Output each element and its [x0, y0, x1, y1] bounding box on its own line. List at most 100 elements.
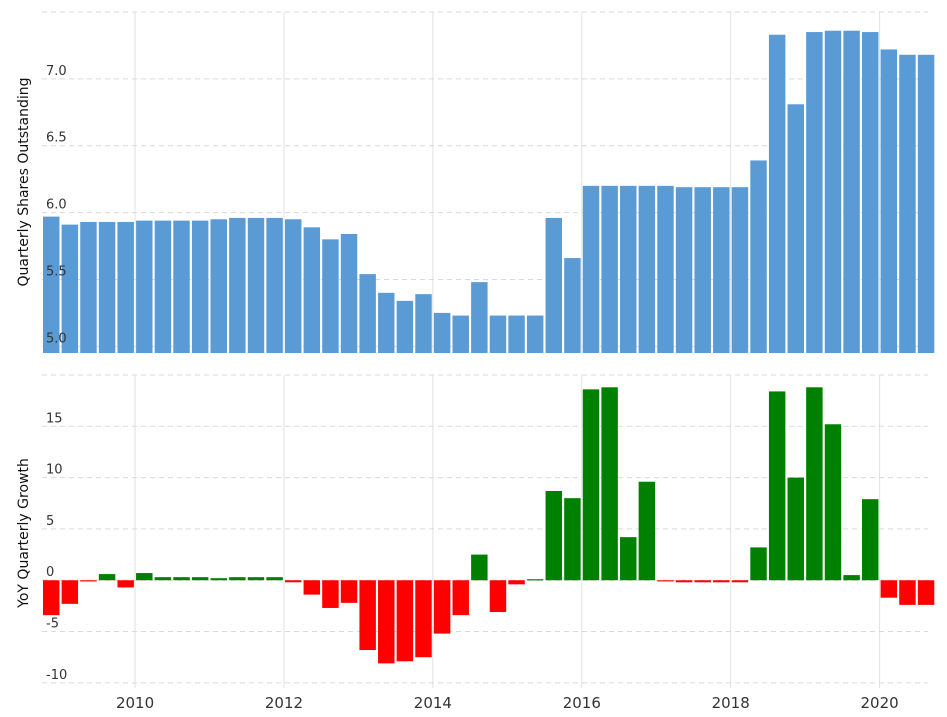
growth-bar: [415, 580, 432, 658]
shares-bar: [284, 219, 302, 353]
growth-bar: [750, 547, 767, 581]
growth-bar: [80, 580, 97, 582]
shares-bar: [173, 220, 190, 353]
top-y-axis-label: Quarterly Shares Outstanding: [16, 77, 32, 286]
bottom-y-tick-label: -10: [46, 668, 67, 683]
shares-bar: [750, 160, 767, 353]
growth-bar: [620, 537, 637, 581]
growth-bar: [396, 580, 414, 662]
growth-bar: [136, 573, 153, 581]
shares-bar: [582, 185, 600, 353]
shares-bar: [322, 239, 339, 353]
shares-bar: [731, 187, 749, 353]
growth-bar: [284, 580, 302, 583]
top-y-tick-label: 5.0: [46, 331, 67, 346]
shares-bar: [210, 219, 227, 353]
growth-bar: [824, 424, 842, 581]
shares-bar: [861, 32, 879, 353]
growth-bar: [768, 391, 786, 581]
shares-bar: [657, 185, 674, 353]
growth-bar: [229, 577, 246, 581]
shares-bar: [675, 187, 693, 353]
bottom-y-tick-label: 15: [46, 411, 63, 426]
shares-bar: [806, 32, 823, 353]
shares-bar: [303, 227, 321, 353]
growth-bar: [861, 499, 879, 581]
shares-bar: [415, 294, 432, 353]
x-tick-label: 2014: [414, 694, 452, 712]
shares-bar: [98, 221, 116, 353]
shares-bar: [136, 220, 153, 353]
bottom-y-ticks: -10 -5 0 5 10 15: [46, 411, 67, 683]
shares-bar: [899, 54, 916, 354]
shares-bar: [359, 274, 376, 353]
growth-bar: [340, 580, 358, 603]
shares-bar: [191, 220, 209, 353]
x-axis-ticks: 2010 2012 2014 2016 2018 2020: [116, 694, 899, 712]
growth-bar: [545, 490, 563, 581]
growth-bar: [359, 580, 376, 651]
shares-bar: [471, 282, 488, 353]
shares-bar: [266, 217, 283, 353]
shares-bar: [620, 185, 637, 353]
shares-bar: [154, 220, 172, 353]
growth-bar: [601, 387, 618, 581]
growth-bar: [899, 580, 916, 605]
growth-bar: [657, 580, 674, 582]
growth-bar: [880, 580, 898, 598]
x-tick-label: 2016: [563, 694, 601, 712]
growth-bar: [694, 580, 711, 583]
shares-bar: [768, 34, 786, 353]
x-tick-label: 2020: [861, 694, 899, 712]
bottom-y-tick-label: 5: [46, 514, 54, 529]
growth-bar: [43, 580, 60, 616]
growth-bar: [638, 481, 656, 581]
shares-bar: [508, 315, 525, 353]
top-y-tick-label: 7.0: [46, 64, 67, 79]
bottom-y-axis-label: YoY Quarterly Growth: [16, 458, 32, 609]
top-y-tick-label: 6.5: [46, 131, 67, 146]
growth-bar: [526, 579, 544, 581]
growth-bar: [452, 580, 469, 616]
bottom-y-tick-label: -5: [46, 617, 59, 632]
shares-bar: [638, 185, 656, 353]
top-y-tick-label: 5.5: [46, 264, 67, 279]
shares-bar: [117, 221, 134, 353]
growth-bar: [154, 577, 172, 581]
growth-bar: [173, 577, 190, 581]
growth-bar: [731, 580, 749, 583]
growth-bar: [266, 577, 283, 581]
shares-bar: [43, 216, 60, 353]
shares-bar: [340, 233, 358, 353]
x-tick-label: 2018: [712, 694, 750, 712]
growth-bar: [117, 580, 134, 588]
shares-bar: [378, 292, 395, 353]
shares-bar: [61, 224, 79, 353]
shares-outstanding-bars: [43, 30, 935, 354]
growth-bar: [210, 578, 227, 581]
shares-bar: [545, 217, 563, 353]
bottom-y-tick-label: 0: [46, 565, 54, 580]
bottom-y-tick-label: 10: [46, 463, 63, 478]
growth-bar: [582, 389, 600, 581]
growth-bar: [303, 580, 321, 595]
shares-bar: [489, 315, 507, 353]
growth-bar: [917, 580, 935, 605]
shares-bar: [787, 104, 804, 353]
growth-bar: [98, 574, 116, 581]
growth-bar: [508, 580, 525, 585]
growth-bar: [713, 580, 730, 583]
shares-bar: [564, 258, 581, 353]
shares-bar: [229, 217, 246, 353]
growth-bar: [564, 498, 581, 581]
growth-bar: [191, 577, 209, 581]
shares-bar: [713, 187, 730, 353]
growth-bar: [675, 580, 693, 583]
shares-bar: [433, 312, 451, 353]
shares-bar: [843, 30, 860, 354]
growth-bar: [489, 580, 507, 613]
growth-bar: [471, 554, 488, 581]
top-y-ticks: 5.0 5.5 6.0 6.5 7.0: [46, 64, 67, 346]
x-tick-label: 2012: [265, 694, 303, 712]
growth-bar: [787, 477, 804, 581]
